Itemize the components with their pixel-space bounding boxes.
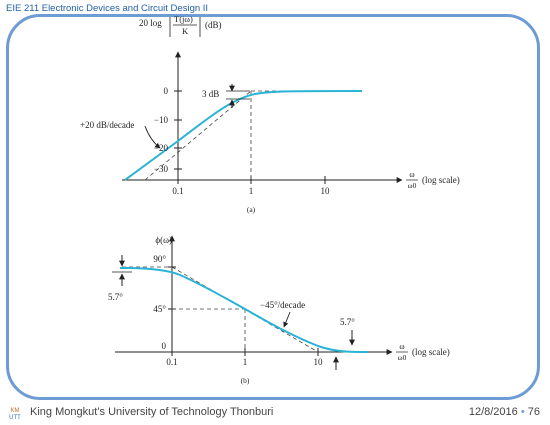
magnitude-ylabel-numerator: T(jω): [174, 14, 193, 24]
phase-slope-label: −45°/decade: [260, 300, 305, 310]
magnitude-ylabel-prefix: 20 log: [139, 18, 162, 28]
three-db-label: 3 dB: [202, 89, 219, 99]
phase-curve: [119, 267, 369, 353]
svg-text:KM: KM: [11, 408, 20, 414]
footer-date-page: 12/8/2016 • 76: [469, 406, 540, 418]
phase-x-tick-label-0.1: 0.1: [166, 357, 177, 367]
magnitude-xlabel-denominator: ω0: [408, 181, 417, 190]
magnitude-x-tick-label-10: 10: [321, 186, 331, 196]
magnitude-x-tick-label-0.1: 0.1: [172, 186, 183, 196]
phase-xlabel-numerator: ω: [399, 342, 404, 351]
slope-annotation-label: +20 dB/decade: [80, 120, 134, 130]
phase-left-offset-label: 5.7°: [108, 292, 123, 302]
phase-x-tick-label-10: 10: [314, 357, 324, 367]
magnitude-y-tick-30: −30: [154, 164, 169, 174]
phase-caption: (b): [241, 376, 250, 385]
svg-text:UTT: UTT: [9, 415, 21, 421]
magnitude-y-tick-0: 0: [164, 86, 169, 96]
phase-y-tick-90: 90°: [153, 254, 166, 264]
phase-right-offset-label: 5.7°: [340, 317, 355, 327]
magnitude-asymptote-slope: [144, 90, 252, 181]
magnitude-y-tick-10: −10: [154, 115, 169, 125]
footer-date: 12/8/2016: [468, 406, 518, 418]
slide-header-title: EIE 211 Electronic Devices and Circuit D…: [6, 3, 209, 14]
footer-bullet: •: [520, 406, 525, 418]
kmutt-logo-icon: KM UTT: [7, 405, 23, 421]
phase-ylabel: ϕ(ω): [155, 235, 172, 245]
magnitude-ylabel-denominator: K: [182, 26, 189, 36]
magnitude-x-tick-label-1: 1: [249, 186, 254, 196]
footer-page-number: 76: [527, 406, 540, 418]
magnitude-ylabel-unit: (dB): [205, 20, 222, 30]
magnitude-xlabel-numerator: ω: [409, 170, 414, 179]
magnitude-curve: [124, 90, 363, 181]
phase-xlabel: (log scale): [412, 347, 450, 357]
phase-plot: ϕ(ω) 90° 45° 0 0.1 1 10 ω ω0 (log scale)…: [108, 235, 450, 385]
phase-y-tick-45: 45°: [153, 304, 166, 314]
phase-y-tick-0: 0: [162, 341, 167, 351]
phase-slope-annotation-arrow: [283, 311, 291, 328]
phase-x-tick-label-1: 1: [243, 357, 248, 367]
slide-frame: [6, 14, 540, 400]
phase-xlabel-denominator: ω0: [398, 353, 407, 362]
magnitude-plot: 20 log T(jω) K (dB) 0 −10 −20 −30 0.1 1 …: [80, 14, 460, 214]
magnitude-caption: (a): [247, 205, 256, 214]
bode-plots-figure: 20 log T(jω) K (dB) 0 −10 −20 −30 0.1 1 …: [80, 14, 460, 385]
footer-university: King Mongkut’s University of Technology …: [30, 406, 274, 418]
slope-annotation-arrow: [144, 125, 161, 149]
magnitude-y-tick-20: −20: [154, 143, 169, 153]
magnitude-xlabel: (log scale): [422, 175, 460, 185]
